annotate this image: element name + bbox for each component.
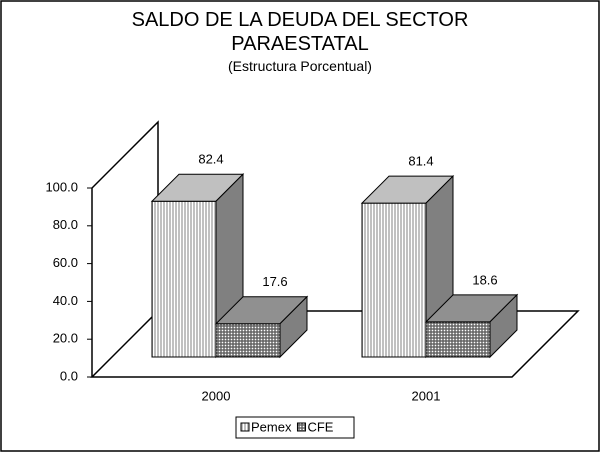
y-tick-label: 20.0 (53, 331, 78, 346)
x-tick-label: 2001 (412, 388, 441, 403)
value-label: 17.6 (262, 274, 287, 289)
legend-label: CFE (307, 419, 333, 434)
legend-swatch (296, 422, 306, 432)
back-wall (91, 120, 159, 377)
floor (90, 310, 580, 378)
value-label: 18.6 (472, 272, 497, 287)
bar-front (215, 323, 281, 358)
bar-side (489, 293, 518, 359)
y-tick-label: 40.0 (53, 293, 78, 308)
chart-subtitle: (Estructura Porcentual) (228, 58, 372, 74)
legend-box (235, 416, 355, 439)
y-tick-label: 100.0 (45, 179, 78, 194)
value-label: 82.4 (198, 152, 223, 167)
legend-label: Pemex (251, 419, 292, 434)
bar-side (279, 295, 308, 359)
bar-front (425, 321, 491, 358)
legend-swatch (240, 422, 250, 432)
y-tick-label: 60.0 (53, 255, 78, 270)
chart-title: SALDO DE LA DEUDA DEL SECTOR PARAESTATAL (131, 9, 469, 55)
y-tick-label: 0.0 (60, 368, 78, 383)
y-tick-label: 80.0 (53, 217, 78, 232)
x-tick-label: 2000 (202, 388, 231, 403)
bar-front (361, 202, 427, 358)
value-label: 81.4 (408, 154, 433, 169)
bar-front (151, 200, 217, 358)
